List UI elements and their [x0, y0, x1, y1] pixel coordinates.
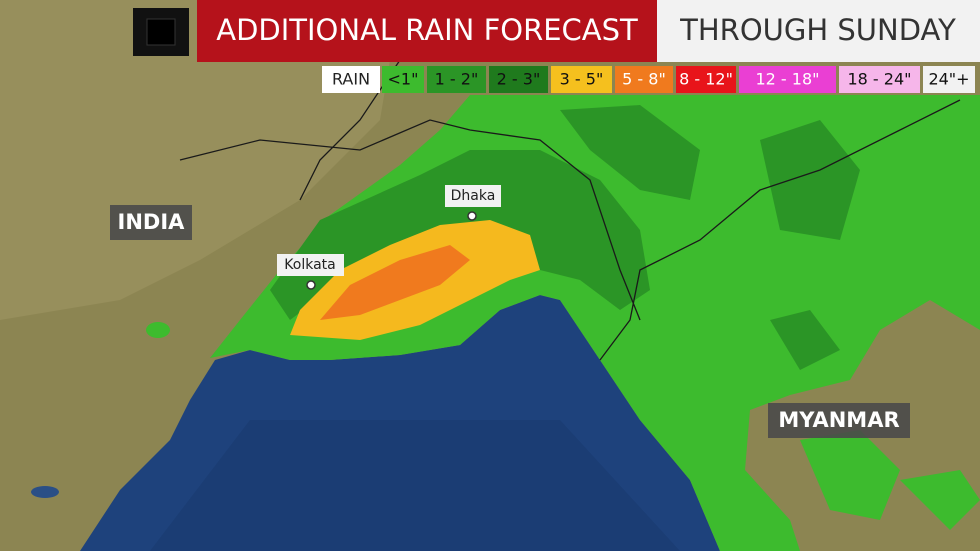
rain-patch	[900, 470, 980, 530]
ocean-deep	[150, 420, 680, 551]
legend-swatch	[839, 66, 920, 93]
legend-label: 1 - 2"	[435, 70, 479, 89]
legend-label: 12 - 18"	[755, 70, 819, 89]
legend-swatch	[489, 66, 548, 93]
legend-label: 2 - 3"	[497, 70, 541, 89]
border	[599, 99, 961, 361]
legend-box	[322, 66, 380, 93]
legend-label: 24"+	[928, 70, 969, 89]
legend: RAIN	[322, 66, 380, 93]
country-label: INDIA	[118, 210, 186, 234]
legend-swatch	[551, 66, 612, 93]
title-bar	[197, 0, 657, 62]
legend-label: 8 - 12"	[679, 70, 733, 89]
rain-patch	[146, 322, 170, 338]
border	[179, 119, 641, 321]
rain-area-medium	[760, 120, 860, 240]
legend-label: 5 - 8"	[622, 70, 666, 89]
city-dot	[467, 211, 477, 221]
rain-area-orange	[320, 245, 470, 320]
land-shade	[0, 0, 400, 320]
label-box	[768, 403, 910, 438]
legend-swatch	[923, 66, 975, 93]
label-box	[445, 185, 501, 207]
subtitle: THROUGH SUNDAY	[679, 13, 956, 47]
city-label: Dhaka	[451, 188, 496, 204]
legend-swatch	[739, 66, 836, 93]
city-dot	[306, 280, 316, 290]
label-box	[277, 254, 344, 276]
legend-title: RAIN	[332, 70, 370, 89]
lake	[31, 486, 59, 498]
country-label: MYANMAR	[778, 408, 899, 432]
subtitle-bar	[657, 0, 980, 62]
legend-label: 18 - 24"	[847, 70, 911, 89]
legend-swatch	[615, 66, 673, 93]
rain-patch	[800, 430, 900, 520]
legend-label: 3 - 5"	[560, 70, 604, 89]
legend-label: <1"	[388, 70, 419, 89]
city-label: Kolkata	[284, 257, 335, 273]
legend-swatch	[676, 66, 736, 93]
legend-swatch	[427, 66, 486, 93]
title: ADDITIONAL RAIN FORECAST	[216, 13, 638, 47]
logo	[146, 18, 176, 46]
rain-area-medium	[770, 310, 840, 370]
rain-area-medium	[560, 105, 700, 200]
legend-swatch	[382, 66, 424, 93]
label-box	[110, 205, 192, 240]
legend-items: <1" 1 - 2" 2 - 3" 3 - 5" 5 - 8" 8 - 12" 12 - 1…	[382, 66, 975, 93]
